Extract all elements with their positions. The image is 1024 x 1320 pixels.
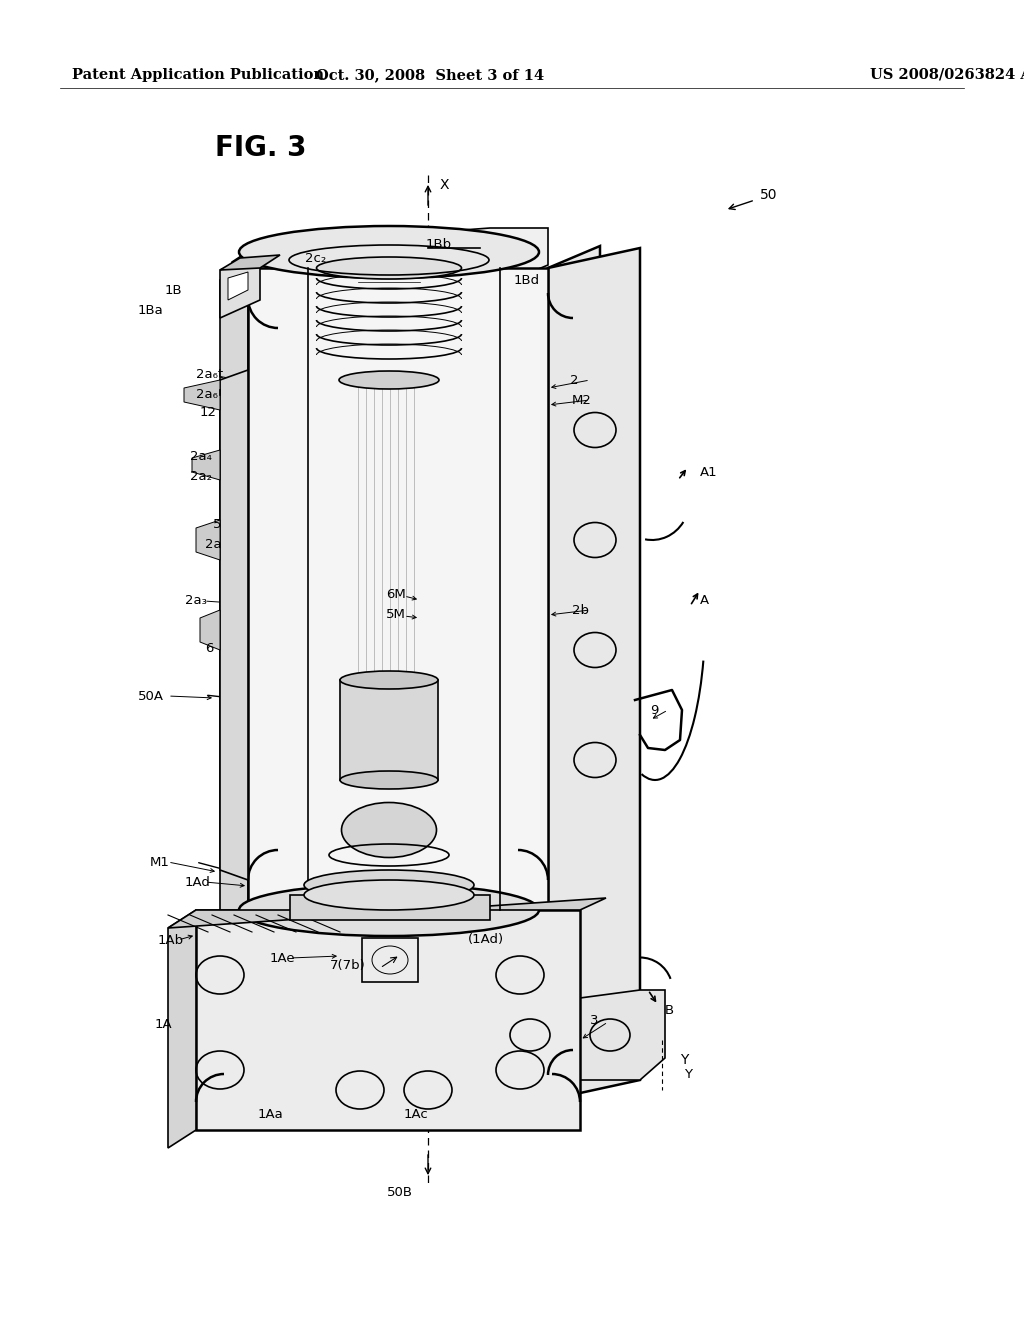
Text: 2a₃: 2a₃ xyxy=(185,594,207,606)
Polygon shape xyxy=(258,228,548,285)
Polygon shape xyxy=(228,272,248,300)
Text: 1A: 1A xyxy=(155,1019,173,1031)
Text: 1Bd: 1Bd xyxy=(514,273,540,286)
Text: 2a₄: 2a₄ xyxy=(190,450,212,462)
Ellipse shape xyxy=(340,671,438,689)
Polygon shape xyxy=(232,246,258,308)
Ellipse shape xyxy=(304,880,474,909)
Text: X: X xyxy=(440,178,450,191)
Text: A: A xyxy=(700,594,710,606)
Polygon shape xyxy=(168,898,606,928)
Text: 6M: 6M xyxy=(386,589,406,602)
Text: Patent Application Publication: Patent Application Publication xyxy=(72,69,324,82)
Text: 50A: 50A xyxy=(138,689,164,702)
Ellipse shape xyxy=(316,257,462,279)
Text: Oct. 30, 2008  Sheet 3 of 14: Oct. 30, 2008 Sheet 3 of 14 xyxy=(316,69,544,82)
Text: 3: 3 xyxy=(590,1014,598,1027)
Text: 1Ad: 1Ad xyxy=(185,875,211,888)
Text: FIG. 3: FIG. 3 xyxy=(215,135,306,162)
Polygon shape xyxy=(220,370,248,880)
Text: 1Ae: 1Ae xyxy=(270,952,296,965)
Ellipse shape xyxy=(341,803,436,858)
Text: 12: 12 xyxy=(200,405,217,418)
Text: 2a: 2a xyxy=(205,539,221,552)
Text: M2: M2 xyxy=(572,393,592,407)
Text: 2a₆: 2a₆ xyxy=(196,388,218,400)
Polygon shape xyxy=(193,450,220,480)
Polygon shape xyxy=(200,610,220,649)
Polygon shape xyxy=(196,909,580,1130)
Text: 50B: 50B xyxy=(387,1187,413,1200)
Text: B: B xyxy=(665,1003,674,1016)
Ellipse shape xyxy=(239,884,539,936)
Polygon shape xyxy=(196,520,220,560)
Text: 9: 9 xyxy=(650,704,658,717)
Ellipse shape xyxy=(239,226,539,279)
Ellipse shape xyxy=(339,371,439,389)
Text: 7(7b): 7(7b) xyxy=(330,958,366,972)
Text: 5M: 5M xyxy=(386,609,406,622)
Text: 1Ba: 1Ba xyxy=(138,304,164,317)
Polygon shape xyxy=(490,990,665,1080)
Text: 2b: 2b xyxy=(572,603,589,616)
Polygon shape xyxy=(248,268,548,909)
Polygon shape xyxy=(168,909,196,1148)
Text: M1: M1 xyxy=(150,855,170,869)
Polygon shape xyxy=(290,895,490,920)
Text: 1Aa: 1Aa xyxy=(258,1109,284,1122)
Polygon shape xyxy=(220,268,248,921)
Polygon shape xyxy=(220,260,260,318)
Text: 6: 6 xyxy=(205,642,213,655)
Polygon shape xyxy=(340,680,438,780)
Ellipse shape xyxy=(340,771,438,789)
Text: 50: 50 xyxy=(760,187,777,202)
Text: 1B: 1B xyxy=(165,284,182,297)
Polygon shape xyxy=(548,248,640,1100)
Text: 1Ab: 1Ab xyxy=(158,933,184,946)
Text: 1Bb: 1Bb xyxy=(426,239,453,252)
Text: 2a₆t: 2a₆t xyxy=(196,368,223,381)
Polygon shape xyxy=(184,380,220,411)
Text: Y: Y xyxy=(684,1068,692,1081)
Polygon shape xyxy=(220,255,280,271)
Ellipse shape xyxy=(304,870,474,900)
Text: Y: Y xyxy=(680,1053,688,1067)
Text: 2a₂: 2a₂ xyxy=(190,470,212,483)
Text: 5: 5 xyxy=(213,519,221,532)
Text: 2c₂: 2c₂ xyxy=(305,252,327,264)
Text: US 2008/0263824 A1: US 2008/0263824 A1 xyxy=(870,69,1024,82)
Text: 2: 2 xyxy=(570,374,579,387)
Text: A1: A1 xyxy=(700,466,718,479)
Polygon shape xyxy=(548,246,600,909)
Text: (1Ad): (1Ad) xyxy=(468,933,504,946)
Text: 1Ac: 1Ac xyxy=(404,1109,429,1122)
